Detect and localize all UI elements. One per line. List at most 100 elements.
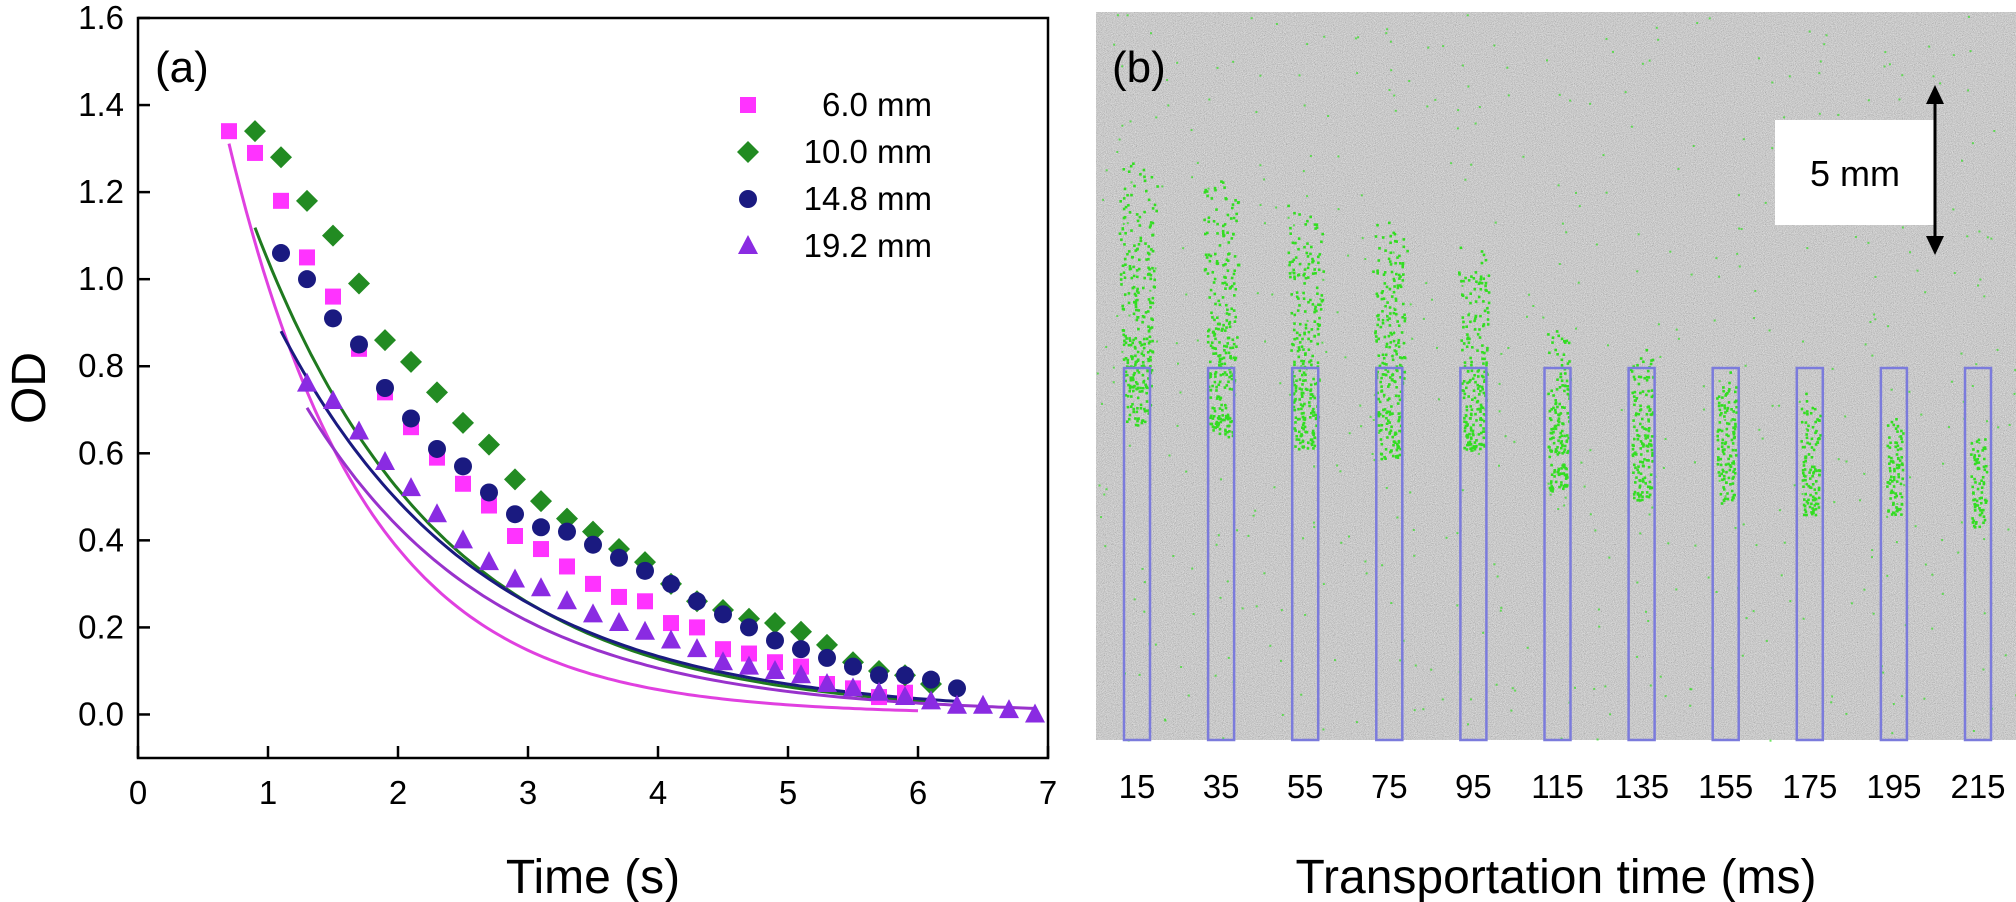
atom-speckle [1146, 310, 1150, 313]
background-speckle [1354, 37, 1357, 40]
background-speckle [1461, 489, 1464, 492]
atom-speckle [1297, 438, 1301, 441]
background-speckle [1510, 709, 1513, 712]
atom-speckle [1813, 465, 1816, 469]
background-speckle [1289, 393, 1292, 396]
atom-speckle [1563, 473, 1567, 477]
atom-speckle [1296, 295, 1299, 299]
atom-speckle [1294, 429, 1297, 432]
atom-speckle [1128, 211, 1132, 214]
atom-speckle [1462, 279, 1465, 283]
atom-speckle [1566, 451, 1569, 454]
atom-speckle [1717, 404, 1721, 408]
atom-speckle [1732, 426, 1735, 429]
background-speckle [1960, 521, 1963, 524]
time-label: 75 [1371, 768, 1408, 805]
atom-speckle [1982, 481, 1986, 484]
background-speckle [1306, 195, 1309, 198]
atom-speckle [1303, 425, 1307, 429]
atom-speckle [1558, 402, 1561, 406]
atom-speckle [1895, 418, 1898, 421]
data-point-diamond [764, 612, 786, 635]
atom-speckle [1213, 346, 1216, 350]
atom-speckle [1143, 210, 1146, 214]
atom-speckle [1293, 322, 1296, 325]
background-speckle [1191, 176, 1194, 179]
background-speckle [1303, 104, 1306, 107]
atom-speckle [1735, 399, 1738, 403]
atom-speckle [1550, 437, 1554, 440]
atom-speckle [1217, 395, 1221, 399]
atom-speckle [1218, 398, 1222, 401]
background-speckle [1542, 316, 1545, 319]
atom-speckle [1214, 371, 1218, 374]
atom-speckle [1379, 438, 1383, 441]
atom-speckle [1391, 454, 1395, 458]
atom-speckle [1894, 445, 1897, 449]
background-speckle [1399, 659, 1402, 662]
background-speckle [1990, 237, 1993, 240]
background-speckle [1514, 689, 1517, 692]
atom-speckle [1151, 296, 1155, 300]
atom-speckle [1147, 273, 1150, 276]
atom-speckle [1138, 258, 1141, 262]
atom-speckle [1636, 438, 1640, 441]
atom-speckle [1809, 412, 1813, 415]
atom-speckle [1486, 306, 1489, 310]
data-point-circle [688, 592, 706, 611]
atom-speckle [1147, 357, 1150, 361]
atom-speckle [1310, 411, 1313, 415]
atom-speckle [1390, 425, 1393, 429]
x-tick-label: 6 [909, 774, 927, 811]
background-speckle [1155, 116, 1158, 119]
atom-speckle [1801, 445, 1805, 449]
atom-speckle [1467, 341, 1471, 344]
atom-speckle [1213, 332, 1217, 336]
atom-speckle [1730, 438, 1734, 442]
atom-speckle [1124, 334, 1127, 338]
atom-speckle [1124, 341, 1128, 345]
atom-speckle [1802, 503, 1806, 507]
atom-speckle [1388, 410, 1391, 414]
atom-speckle [1467, 395, 1470, 398]
atom-speckle [1637, 465, 1640, 468]
atom-speckle [1136, 316, 1140, 319]
atom-speckle [1381, 414, 1385, 418]
atom-speckle [1482, 436, 1486, 440]
atom-speckle [1563, 465, 1566, 469]
atom-speckle [1551, 341, 1554, 344]
atom-speckle [1723, 406, 1727, 410]
atom-speckle [1972, 492, 1975, 495]
atom-speckle [1139, 386, 1142, 390]
atom-speckle [1386, 410, 1389, 413]
atom-speckle [1312, 407, 1315, 411]
atom-speckle [1383, 362, 1386, 366]
atom-speckle [1396, 286, 1400, 290]
background-speckle [1745, 617, 1748, 620]
atom-speckle [1300, 434, 1304, 437]
data-point-diamond [478, 433, 500, 456]
atom-speckle [1641, 477, 1645, 481]
atom-speckle [1812, 511, 1815, 515]
background-speckle [1250, 17, 1253, 20]
data-point-square [715, 641, 731, 658]
atom-speckle [1645, 393, 1648, 397]
atom-speckle [1728, 381, 1731, 385]
atom-speckle [1124, 370, 1128, 374]
atom-speckle [1229, 346, 1232, 350]
atom-speckle [1483, 430, 1487, 433]
atom-speckle [1388, 421, 1391, 424]
atom-speckle [1292, 258, 1296, 262]
atom-speckle [1149, 327, 1152, 330]
atom-speckle [1561, 452, 1564, 455]
atom-speckle [1719, 413, 1722, 417]
atom-speckle [1560, 446, 1563, 450]
atom-speckle [1486, 311, 1490, 314]
atom-speckle [1556, 446, 1559, 449]
atom-speckle [1384, 304, 1387, 308]
background-speckle [1426, 105, 1429, 108]
atom-speckle [1977, 438, 1981, 442]
atom-speckle [1550, 485, 1553, 488]
atom-speckle [1732, 433, 1736, 436]
atom-speckle [1395, 448, 1399, 452]
